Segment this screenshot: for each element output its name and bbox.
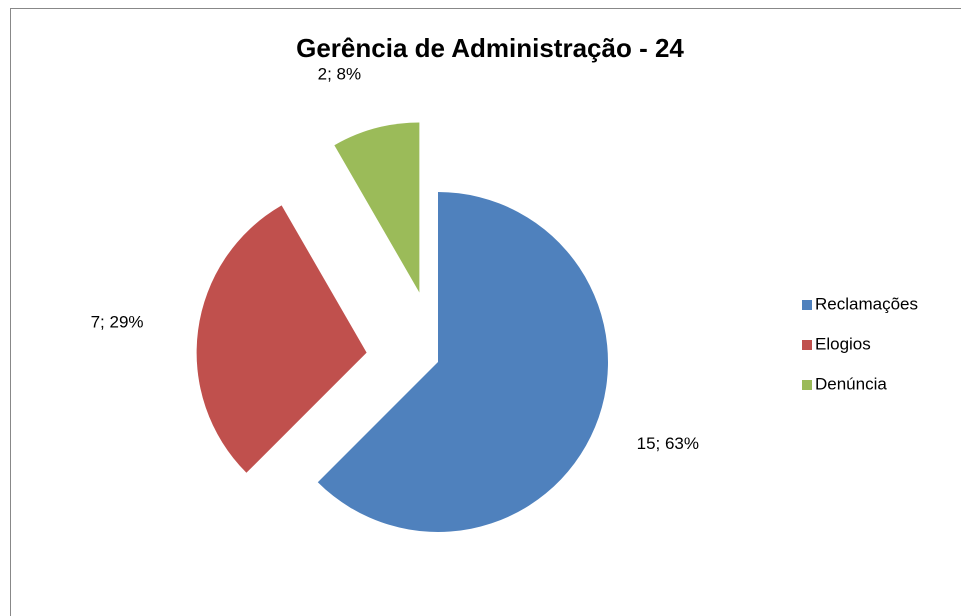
pie-slice bbox=[196, 205, 367, 473]
pie-slice bbox=[317, 192, 608, 532]
chart-title: Gerência de Administração - 24 bbox=[296, 33, 684, 63]
legend-label: Denúncia bbox=[815, 374, 887, 393]
legend-swatch bbox=[802, 380, 812, 390]
pie-slice bbox=[334, 122, 420, 293]
legend-swatch bbox=[802, 340, 812, 350]
data-label: 2; 8% bbox=[318, 65, 361, 84]
legend-label: Reclamações bbox=[815, 294, 918, 313]
data-label: 15; 63% bbox=[637, 434, 699, 453]
legend-swatch bbox=[802, 300, 812, 310]
data-label: 7; 29% bbox=[91, 313, 144, 332]
legend-label: Elogios bbox=[815, 334, 871, 353]
